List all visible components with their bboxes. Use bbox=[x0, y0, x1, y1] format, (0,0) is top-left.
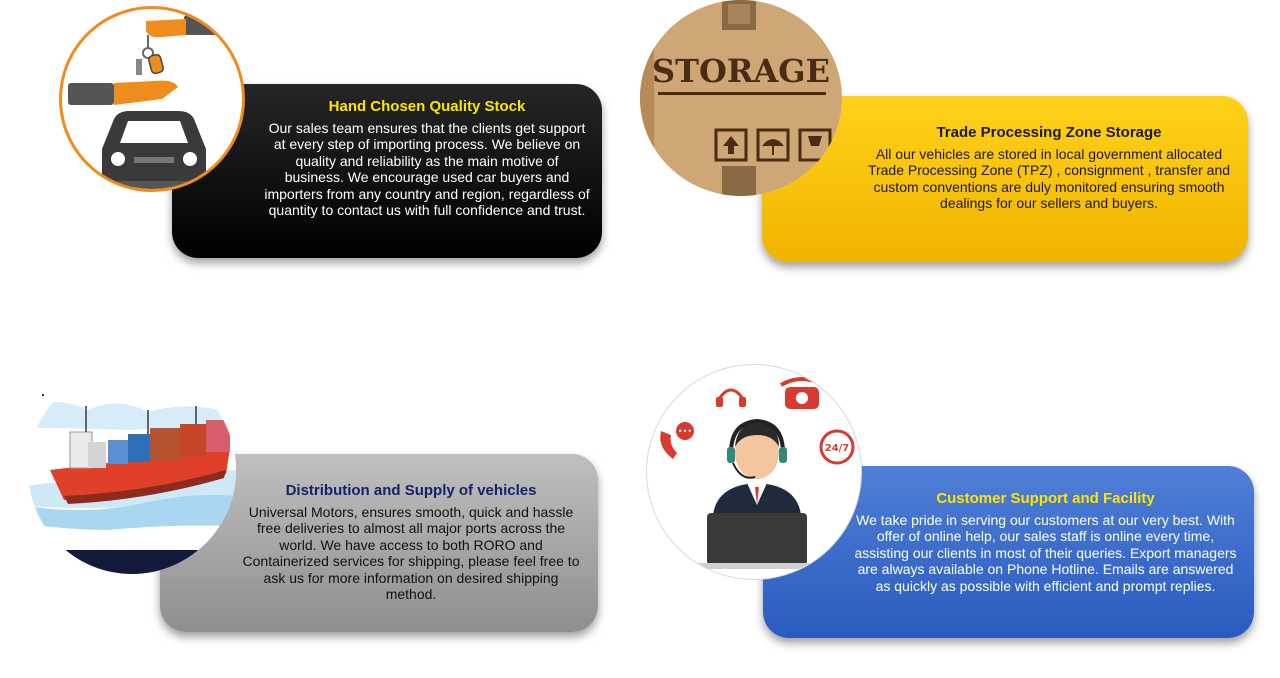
feature-description: We take pride in serving our customers a… bbox=[854, 512, 1237, 594]
customer-support-agent-icon: ••• 24/7 bbox=[646, 364, 862, 580]
svg-text:•••: ••• bbox=[678, 427, 692, 436]
feature-description: Universal Motors, ensures smooth, quick … bbox=[242, 504, 580, 603]
feature-title: Hand Chosen Quality Stock bbox=[328, 98, 526, 115]
feature-description: All our vehicles are stored in local gov… bbox=[867, 146, 1231, 212]
feature-description: Our sales team ensures that the clients … bbox=[264, 120, 590, 219]
storage-box-icon: STORAGE bbox=[640, 0, 842, 196]
feature-title: Distribution and Supply of vehicles bbox=[285, 482, 537, 499]
cargo-ship-icon bbox=[28, 366, 236, 574]
feature-card-quality-stock: Hand Chosen Quality Stock Our sales team… bbox=[172, 84, 602, 258]
car-keys-handover-icon bbox=[59, 6, 245, 192]
feature-title: Trade Processing Zone Storage bbox=[936, 124, 1162, 141]
feature-card-customer-support: Customer Support and Facility We take pr… bbox=[763, 466, 1254, 638]
feature-card-storage: Trade Processing Zone Storage All our ve… bbox=[762, 96, 1248, 262]
storage-label: STORAGE bbox=[652, 52, 830, 90]
feature-title: Customer Support and Facility bbox=[936, 490, 1155, 507]
badge-24-7: 24/7 bbox=[825, 443, 850, 454]
